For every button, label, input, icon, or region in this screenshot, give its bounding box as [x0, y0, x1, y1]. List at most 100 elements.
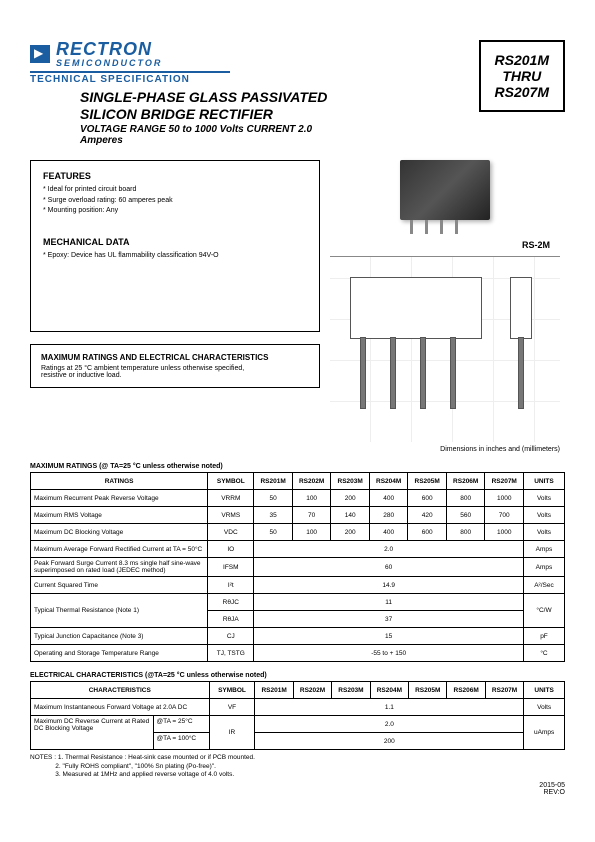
mr-val: 1000: [485, 490, 524, 507]
ec-row2b-val: 200: [255, 733, 524, 750]
mr-header: RS203M: [331, 473, 370, 490]
ec-row2-sym: IR: [209, 716, 255, 750]
notes-block: NOTES : 1. Thermal Resistance : Heat-sin…: [30, 754, 565, 779]
mr-sym: IO: [208, 541, 254, 558]
mr-val: 60: [254, 558, 524, 577]
mr-val: 600: [408, 490, 447, 507]
mr-header: RS206M: [446, 473, 485, 490]
lead-4: [450, 337, 456, 409]
mr-label: Typical Thermal Resistance (Note 1): [31, 594, 208, 628]
mr-val: 2.0: [254, 541, 524, 558]
mr-val: 37: [254, 611, 524, 628]
ec-header: RS203M: [332, 682, 370, 699]
ec-val: 1.1: [255, 699, 524, 716]
mr-val: 200: [331, 490, 370, 507]
mr-units: pF: [523, 628, 564, 645]
mr-header: UNITS: [523, 473, 564, 490]
ec-row2a-val: 2.0: [255, 716, 524, 733]
mr-sym: VDC: [208, 524, 254, 541]
mr-units: Amps: [523, 541, 564, 558]
mr-val: 1000: [485, 524, 524, 541]
mr-label: Typical Junction Capacitance (Note 3): [31, 628, 208, 645]
ec-header: CHARACTERISTICS: [31, 682, 210, 699]
ec-header: RS206M: [447, 682, 485, 699]
mr-header: RS204M: [369, 473, 408, 490]
mr-val: 14.9: [254, 577, 524, 594]
mr-sym: TJ, TSTG: [208, 645, 254, 662]
mr-val: 280: [369, 507, 408, 524]
features-box: FEATURES Ideal for printed circuit board…: [30, 160, 320, 332]
lead-2: [390, 337, 396, 409]
dimensions-note: Dimensions in inches and (millimeters): [330, 446, 560, 453]
mr-val: 11: [254, 594, 524, 611]
mr-header: RS205M: [408, 473, 447, 490]
mr-val: 35: [254, 507, 293, 524]
ec-row2-label: Maximum DC Reverse Current at Rated DC B…: [31, 716, 210, 750]
mr-units: °C: [523, 645, 564, 662]
mechanical-drawing: [330, 256, 560, 442]
outline-side: [510, 277, 532, 339]
mr-val: 800: [446, 490, 485, 507]
ratings-heading: MAXIMUM RATINGS AND ELECTRICAL CHARACTER…: [41, 353, 309, 362]
mr-val: 800: [446, 524, 485, 541]
ec-row2-units: uAmps: [524, 716, 565, 750]
mr-val: 140: [331, 507, 370, 524]
features-heading: FEATURES: [43, 171, 307, 181]
mr-units: Amps: [523, 558, 564, 577]
ec-header: UNITS: [524, 682, 565, 699]
note-1: 1. Thermal Resistance : Heat-sink case m…: [58, 754, 255, 761]
mr-header: RS202M: [292, 473, 331, 490]
mr-label: Current Squared Time: [31, 577, 208, 594]
company-name: RECTRON: [56, 40, 162, 58]
lead-side: [518, 337, 524, 409]
mr-units: Volts: [523, 524, 564, 541]
mr-label: Maximum RMS Voltage: [31, 507, 208, 524]
mr-val: 15: [254, 628, 524, 645]
company-sub: SEMICONDUCTOR: [56, 58, 162, 69]
lead-1: [360, 337, 366, 409]
ratings-text1: Ratings at 25 °C ambient temperature unl…: [41, 365, 309, 372]
mechanical-item: Epoxy: Device has UL flammability classi…: [43, 251, 307, 262]
footer: 2015-05 REV:O: [30, 782, 565, 796]
outline-front: [350, 277, 482, 339]
mr-label: Maximum Average Forward Rectified Curren…: [31, 541, 208, 558]
doc-title-l1: SINGLE-PHASE GLASS PASSIVATED: [80, 89, 350, 106]
mr-sym: IFSM: [208, 558, 254, 577]
mr-val: 100: [292, 524, 331, 541]
mr-label: Operating and Storage Temperature Range: [31, 645, 208, 662]
part-line2: THRU: [495, 68, 549, 84]
part-number-box: RS201M THRU RS207M: [479, 40, 565, 112]
mr-val: 600: [408, 524, 447, 541]
mr-val: 70: [292, 507, 331, 524]
mr-val: 50: [254, 490, 293, 507]
feature-item: Mounting position: Any: [43, 206, 307, 217]
mr-header: SYMBOL: [208, 473, 254, 490]
part-line3: RS207M: [495, 84, 549, 100]
max-ratings-title: MAXIMUM RATINGS (@ TA=25 °C unless other…: [30, 463, 565, 470]
mr-val: 100: [292, 490, 331, 507]
mechanical-heading: MECHANICAL DATA: [43, 237, 307, 247]
mr-val: -55 to + 150: [254, 645, 524, 662]
package-photo: [400, 160, 490, 220]
mr-val: 50: [254, 524, 293, 541]
feature-item: Ideal for printed circuit board: [43, 185, 307, 196]
brand-header: RECTRON SEMICONDUCTOR TECHNICAL SPECIFIC…: [30, 40, 350, 146]
ratings-intro-box: MAXIMUM RATINGS AND ELECTRICAL CHARACTER…: [30, 344, 320, 388]
rectron-logo-icon: [30, 45, 50, 63]
footer-date: 2015-05: [539, 782, 565, 789]
ec-sym: VF: [209, 699, 255, 716]
part-line1: RS201M: [495, 52, 549, 68]
max-ratings-table: RATINGSSYMBOLRS201MRS202MRS203MRS204MRS2…: [30, 472, 565, 662]
feature-item: Surge overload rating: 60 amperes peak: [43, 196, 307, 207]
ec-label: Maximum Instantaneous Forward Voltage at…: [31, 699, 210, 716]
ec-header: RS204M: [370, 682, 408, 699]
elec-char-title: ELECTRICAL CHARACTERISTICS (@TA=25 °C un…: [30, 672, 565, 679]
mr-sym: RθJA: [208, 611, 254, 628]
mr-units: A²/Sec: [523, 577, 564, 594]
mr-units: Volts: [523, 490, 564, 507]
mr-val: 420: [408, 507, 447, 524]
ec-header: RS201M: [255, 682, 293, 699]
ec-units: Volts: [524, 699, 565, 716]
ec-header: SYMBOL: [209, 682, 255, 699]
footer-rev: REV:O: [539, 789, 565, 796]
